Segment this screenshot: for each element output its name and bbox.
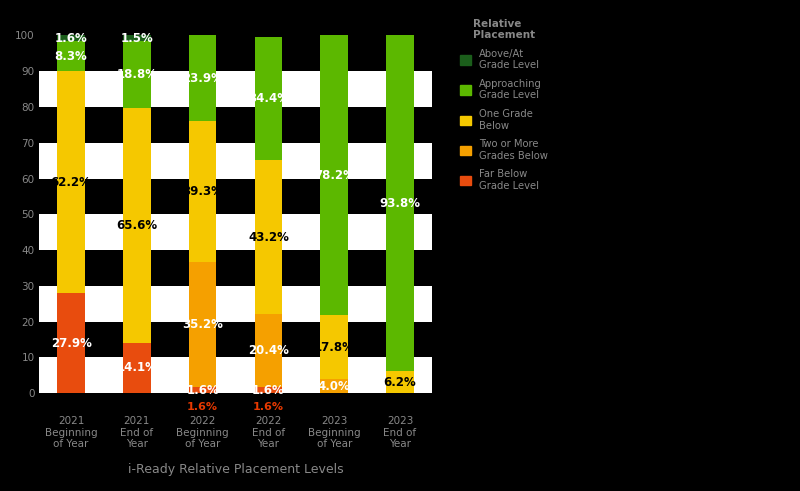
- Text: 14.1%: 14.1%: [117, 361, 158, 375]
- Bar: [39, 71, 432, 107]
- Bar: [254, 37, 282, 160]
- Bar: [189, 262, 217, 387]
- Text: 1.6%: 1.6%: [252, 384, 285, 397]
- Bar: [254, 387, 282, 393]
- Text: 20.4%: 20.4%: [248, 345, 289, 357]
- Text: 18.8%: 18.8%: [116, 68, 158, 81]
- Bar: [254, 314, 282, 387]
- Text: 6.2%: 6.2%: [383, 376, 416, 388]
- Bar: [39, 286, 432, 322]
- Bar: [39, 357, 432, 393]
- Bar: [39, 214, 432, 250]
- Text: 78.2%: 78.2%: [314, 169, 354, 182]
- Bar: [123, 41, 150, 108]
- Bar: [189, 387, 217, 393]
- Text: 1.5%: 1.5%: [121, 31, 154, 45]
- Text: 93.8%: 93.8%: [379, 197, 421, 210]
- Text: 43.2%: 43.2%: [248, 231, 289, 244]
- Text: 17.8%: 17.8%: [314, 341, 354, 354]
- Text: 39.3%: 39.3%: [182, 185, 223, 198]
- Bar: [58, 71, 85, 293]
- Bar: [123, 35, 150, 41]
- Text: 35.2%: 35.2%: [182, 318, 223, 331]
- Bar: [58, 41, 85, 71]
- Text: 4.0%: 4.0%: [318, 380, 350, 392]
- Bar: [320, 315, 348, 379]
- Text: 1.6%: 1.6%: [253, 402, 284, 412]
- Text: 65.6%: 65.6%: [116, 219, 158, 232]
- Text: 8.3%: 8.3%: [54, 50, 87, 62]
- Bar: [386, 371, 414, 393]
- Text: 62.2%: 62.2%: [50, 176, 91, 189]
- Bar: [58, 35, 85, 41]
- Bar: [58, 293, 85, 393]
- Bar: [320, 379, 348, 393]
- Legend: Above/At
Grade Level, Approaching
Grade Level, One Grade
Below, Two or More
Grad: Above/At Grade Level, Approaching Grade …: [456, 15, 552, 195]
- Bar: [189, 35, 217, 121]
- Bar: [386, 35, 414, 371]
- Bar: [39, 143, 432, 179]
- Bar: [123, 343, 150, 393]
- Bar: [189, 121, 217, 262]
- Bar: [123, 108, 150, 343]
- Text: 1.6%: 1.6%: [187, 402, 218, 412]
- Bar: [254, 160, 282, 314]
- Text: 27.9%: 27.9%: [50, 337, 91, 350]
- Text: 1.6%: 1.6%: [186, 384, 219, 397]
- X-axis label: i-Ready Relative Placement Levels: i-Ready Relative Placement Levels: [128, 463, 343, 476]
- Text: 1.6%: 1.6%: [54, 32, 87, 45]
- Text: 34.4%: 34.4%: [248, 92, 289, 105]
- Text: 23.9%: 23.9%: [182, 72, 223, 84]
- Bar: [320, 35, 348, 315]
